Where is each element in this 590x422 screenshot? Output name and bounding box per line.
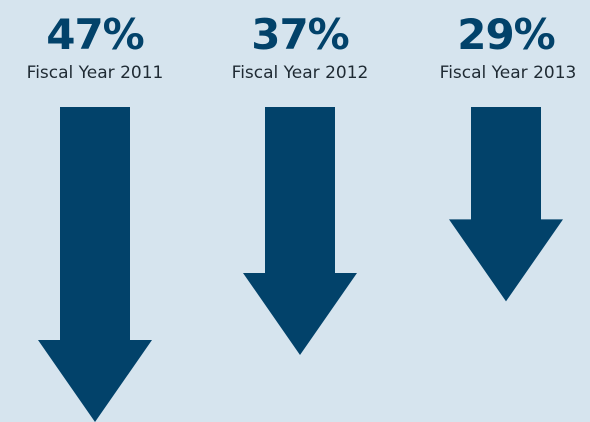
category-label-fy2012: Fiscal Year 2012 — [231, 63, 369, 83]
category-label-fy2011: Fiscal Year 2011 — [26, 63, 164, 83]
arrow-bar-fy2013 — [449, 107, 563, 302]
category-label-fy2013: Fiscal Year 2013 — [439, 63, 577, 83]
value-label-fy2012: 37% — [251, 10, 350, 59]
arrow-bar-fy2011 — [38, 107, 152, 422]
value-label-fy2013: 29% — [457, 10, 556, 59]
arrow-bar-fy2012 — [243, 107, 357, 355]
value-label-fy2011: 47% — [46, 10, 145, 59]
